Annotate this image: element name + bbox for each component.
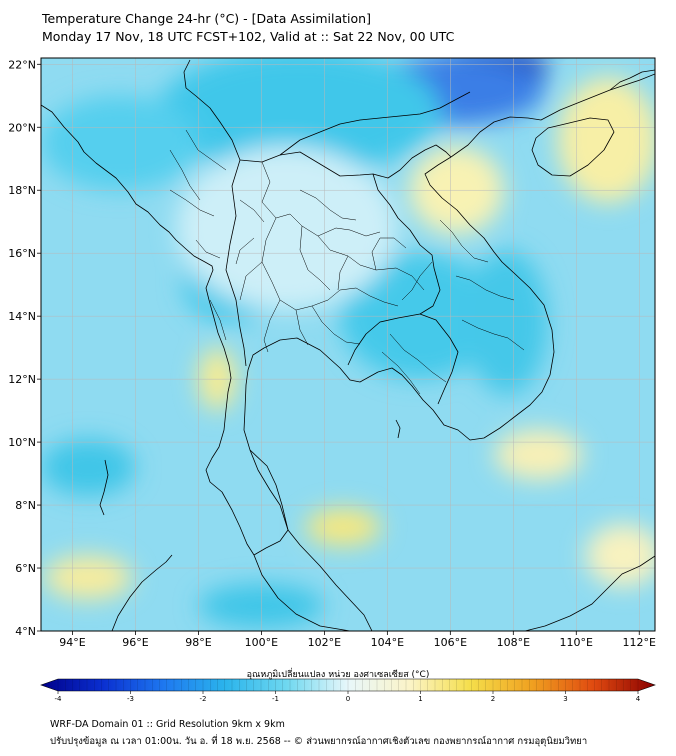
province-lines-burma bbox=[169, 129, 227, 341]
lat-tick-label: 20°N bbox=[8, 121, 36, 134]
lat-tick-label: 18°N bbox=[8, 184, 36, 197]
lat-tick-label: 4°N bbox=[15, 625, 36, 638]
lon-tick-label: 106°E bbox=[434, 636, 467, 649]
longitude-labels: 94°E 96°E 98°E 100°E 102°E 104°E 106°E 108°E 110… bbox=[59, 631, 656, 649]
border-thai-laos bbox=[239, 151, 441, 315]
lon-tick-label: 112°E bbox=[623, 636, 656, 649]
lon-tick-label: 110°E bbox=[560, 636, 593, 649]
border-thai-burma-west bbox=[225, 159, 247, 367]
lat-tick-label: 8°N bbox=[15, 499, 36, 512]
coastline-gulf-west bbox=[243, 337, 379, 556]
colorbar-label: อุณหภูมิเปลี่ยนแปลง หน่วย องศาเซลเซียส (… bbox=[246, 670, 430, 680]
colorbar-tick-label: 2 bbox=[491, 695, 495, 703]
lon-tick-label: 98°E bbox=[185, 636, 211, 649]
lon-tick-label: 102°E bbox=[308, 636, 341, 649]
province-lines-indochina bbox=[381, 219, 525, 395]
island-hainan bbox=[531, 117, 615, 177]
coastline-sumatra bbox=[111, 554, 173, 631]
lon-tick-label: 94°E bbox=[59, 636, 85, 649]
temperature-change-map: 22°N 20°N 18°N 16°N 14°N 12°N 10°N 8°N 6°N 4°N 94… bbox=[8, 57, 656, 703]
coastline-indochina bbox=[377, 156, 555, 441]
border-thai-cambodia bbox=[347, 313, 421, 366]
colorbar-tick-label: -3 bbox=[127, 695, 134, 703]
coastline-borneo bbox=[524, 555, 655, 631]
coastline-china-east bbox=[609, 69, 655, 91]
colorbar-tick-label: 1 bbox=[418, 695, 422, 703]
field-region-13 bbox=[585, 523, 655, 587]
border-thai-malaysia bbox=[249, 449, 289, 531]
field-region-7 bbox=[557, 76, 655, 203]
lat-tick-label: 12°N bbox=[8, 373, 36, 386]
lon-tick-label: 96°E bbox=[122, 636, 148, 649]
map-subtitle: Monday 17 Nov, 18 UTC FCST+102, Valid at… bbox=[42, 29, 455, 44]
field-region-2 bbox=[157, 58, 441, 175]
colorbar-tick-label: -2 bbox=[200, 695, 207, 703]
footer-line-1: WRF-DA Domain 01 :: Grid Resolution 9km … bbox=[50, 719, 285, 730]
gridlines bbox=[41, 58, 655, 631]
border-laos-vietnam bbox=[372, 144, 452, 179]
field-region-10 bbox=[305, 508, 382, 546]
latitude-labels: 22°N 20°N 18°N 16°N 14°N 12°N 10°N 8°N 6°N 4°N bbox=[8, 58, 41, 638]
coastline-tonkin bbox=[450, 73, 655, 158]
lon-tick-label: 104°E bbox=[371, 636, 404, 649]
colorbar-tick-label: -4 bbox=[55, 695, 63, 703]
lat-tick-label: 10°N bbox=[8, 436, 36, 449]
lat-tick-label: 6°N bbox=[15, 562, 36, 575]
footer-line-2: ปรับปรุงข้อมูล ณ เวลา 01:00น. วัน อ. ที่… bbox=[50, 736, 588, 747]
lat-tick-label: 16°N bbox=[8, 247, 36, 260]
island-phuquoc bbox=[395, 419, 401, 439]
lat-tick-label: 14°N bbox=[8, 310, 36, 323]
field-region-16 bbox=[466, 250, 548, 395]
colorbar-tick-label: 3 bbox=[563, 695, 567, 703]
lon-tick-label: 100°E bbox=[245, 636, 278, 649]
colorbar: -4 -3 -2 -1 0 1 2 3 4 bbox=[40, 678, 656, 703]
coastline-burma-west bbox=[41, 104, 255, 556]
colorbar-tick-label: -1 bbox=[272, 695, 279, 703]
country-boundaries bbox=[41, 59, 655, 631]
field-region-3 bbox=[41, 95, 199, 191]
lat-tick-label: 22°N bbox=[8, 58, 36, 71]
border-cambodia-vietnam bbox=[419, 313, 459, 405]
field-region-14 bbox=[41, 438, 136, 496]
colorbar-tick-label: 4 bbox=[636, 695, 641, 703]
field-region-6 bbox=[176, 146, 397, 310]
lon-tick-label: 108°E bbox=[497, 636, 530, 649]
coastline-malay-east bbox=[287, 529, 373, 631]
province-lines bbox=[235, 161, 425, 353]
border-burma-china bbox=[183, 59, 241, 161]
plot-frame bbox=[40, 57, 656, 632]
field-region-11 bbox=[44, 555, 133, 600]
map-title: Temperature Change 24-hr (°C) - [Data As… bbox=[42, 11, 371, 26]
border-china-laos bbox=[279, 91, 471, 156]
coastline-malay-west bbox=[253, 554, 351, 631]
field-region-12 bbox=[494, 429, 583, 480]
colorbar-tick-label: 0 bbox=[346, 695, 350, 703]
island-andaman bbox=[99, 459, 109, 516]
